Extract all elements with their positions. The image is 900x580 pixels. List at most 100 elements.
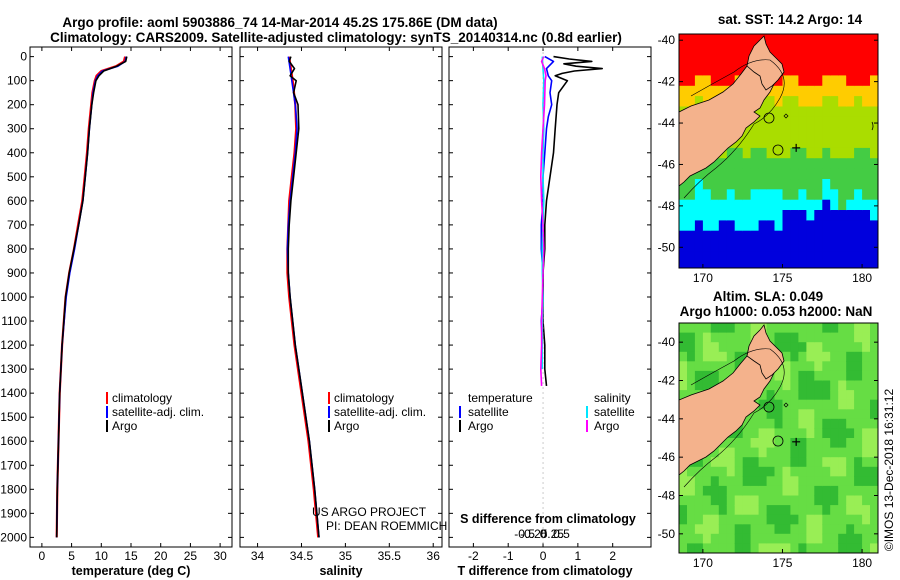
heatmap-cell [766,137,776,149]
heatmap-cell [846,438,855,449]
heatmap-cell [806,241,815,253]
heatmap-cell [694,543,704,553]
heatmap-cell [846,34,855,45]
heatmap-cell [806,438,815,449]
heatmap-cell [726,179,736,190]
heatmap-cell [854,524,863,535]
heatmap-cell [679,514,688,525]
heatmap-cell [798,85,807,97]
heatmap-cell [782,399,792,410]
heatmap-cell [774,438,784,449]
heatmap-cell [838,409,847,420]
heatmap-cell [782,168,792,180]
heatmap-cell [726,457,736,468]
heatmap-cell [830,65,839,77]
heatmap-cell [822,75,831,87]
heatmap-cell [862,418,871,429]
heatmap-cell [830,96,839,108]
heatmap-cell [758,147,768,159]
heatmap-cell [790,476,799,487]
heatmap-cell [838,189,847,201]
heatmap-cell [718,485,728,497]
heatmap-cell [758,418,768,429]
heatmap-cell [742,54,752,66]
heatmap-cell [798,543,807,553]
heatmap-cell [790,199,799,211]
heatmap-cell [687,495,696,506]
heatmap-cell [854,342,863,353]
heatmap-cell [790,116,799,128]
depth-tick-label: 800 [7,242,27,256]
heatmap-cell [726,251,736,263]
heatmap-cell [846,127,855,139]
heatmap-cell [710,466,720,477]
heatmap-cell [798,179,807,190]
series-argo [287,56,320,538]
heatmap-cell [718,323,728,334]
heatmap-cell [710,65,720,77]
heatmap-cell [846,158,855,170]
heatmap-cell [694,485,704,497]
heatmap-cell [854,127,863,139]
heatmap-cell [742,137,752,149]
latitude-tick-label: -42 [658,374,676,388]
heatmap-cell [814,332,823,343]
heatmap-cell [734,199,744,211]
heatmap-cell [750,447,760,458]
heatmap-cell [838,332,847,343]
heatmap-cell [710,332,720,343]
heatmap-cell [734,179,744,190]
heatmap-cell [694,514,704,525]
heatmap-cell [862,370,871,382]
latitude-tick-label: -48 [658,199,676,213]
heatmap-cell [702,189,712,201]
heatmap-cell [679,332,688,343]
heatmap-cell [782,457,792,468]
heatmap-cell [766,230,776,242]
heatmap-cell [734,533,744,544]
heatmap-cell [742,210,752,221]
heatmap-cell [790,399,799,410]
heatmap-cell [846,44,855,56]
heatmap-cell [782,34,792,45]
heatmap-cell [790,75,799,87]
heatmap-cell [806,447,815,458]
heatmap-cell [806,361,815,372]
heatmap-cell [734,241,744,253]
heatmap-cell [750,199,760,211]
heatmap-cell [830,476,839,487]
heatmap-cell [694,524,704,535]
heatmap-cell [854,54,863,66]
latitude-tick-label: -50 [658,240,676,254]
heatmap-cell [790,409,799,420]
x-tick-label: 0 [39,549,46,563]
heatmap-cell [830,495,839,506]
heatmap-cell [830,261,839,268]
heatmap-cell [687,85,696,97]
heatmap-cell [838,158,847,170]
heatmap-cell [846,418,855,429]
heatmap-cell [766,332,776,343]
heatmap-cell [822,210,831,221]
heatmap-cell [798,34,807,45]
heatmap-cell [814,533,823,544]
heatmap-cell [742,438,752,449]
heatmap-cell [846,116,855,128]
heatmap-cell [814,505,823,516]
heatmap-cell [822,189,831,201]
heatmap-cell [854,370,863,382]
heatmap-cell [814,230,823,242]
heatmap-cell [798,485,807,497]
heatmap-cell [734,351,744,362]
heatmap-cell [806,351,815,362]
heatmap-cell [798,342,807,353]
heatmap-cell [862,438,871,449]
heatmap-cell [798,75,807,87]
heatmap-cell [814,457,823,468]
heatmap-cell [702,514,712,525]
heatmap-cell [782,251,792,263]
heatmap-cell [806,399,815,410]
heatmap-cell [774,457,784,468]
heatmap-cell [679,230,688,242]
heatmap-cell [814,34,823,45]
